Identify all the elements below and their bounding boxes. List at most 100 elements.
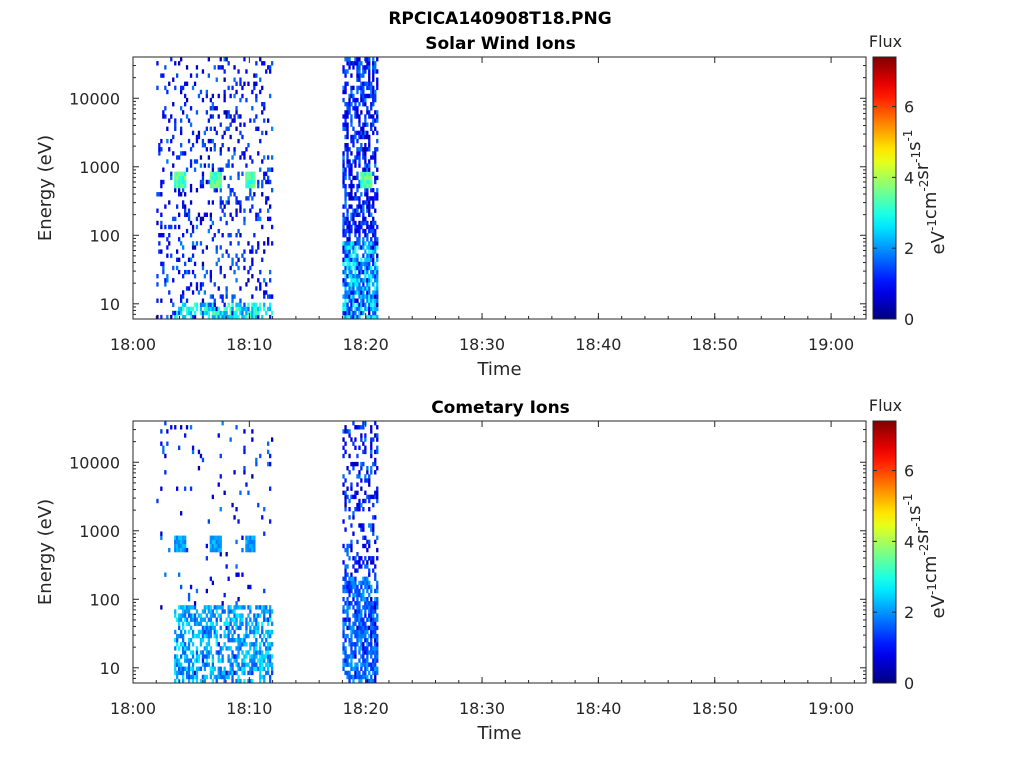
heatmap-cell — [182, 674, 185, 680]
heatmap-cell — [193, 617, 197, 622]
heatmap-cell — [215, 306, 218, 312]
heatmap-cell — [360, 617, 363, 622]
heatmap-cell — [211, 167, 214, 172]
heatmap-cell — [342, 588, 345, 594]
heatmap-cell — [237, 642, 240, 647]
heatmap-cell — [267, 294, 270, 299]
heatmap-cell — [193, 81, 197, 86]
heatmap-cell — [176, 73, 179, 78]
heatmap-cell — [251, 257, 254, 262]
heatmap-cell — [185, 65, 189, 70]
heatmap-cell — [374, 220, 377, 226]
heatmap-cell — [358, 445, 361, 450]
heatmap-cell — [178, 670, 181, 676]
heatmap-cell — [348, 678, 351, 684]
heatmap-cell — [215, 310, 218, 316]
heatmap-cell — [219, 543, 222, 549]
heatmap-cell — [372, 249, 375, 254]
heatmap-cell — [342, 97, 345, 103]
heatmap-cell — [217, 650, 220, 655]
heatmap-cell — [368, 138, 371, 144]
heatmap-cell — [205, 633, 208, 639]
heatmap-cell — [229, 662, 232, 667]
heatmap-cell — [180, 175, 183, 181]
heatmap-cell — [366, 605, 369, 610]
heatmap-cell — [231, 261, 234, 267]
heatmap-cell — [348, 507, 351, 512]
heatmap-cell — [201, 179, 205, 185]
heatmap-cell — [352, 441, 355, 446]
heatmap-cell — [184, 617, 187, 622]
heatmap-cell — [247, 547, 250, 553]
heatmap-cell — [372, 613, 375, 618]
heatmap-cell — [233, 609, 236, 614]
heatmap-cell — [350, 163, 353, 168]
heatmap-cell — [247, 196, 250, 201]
x-tick-label: 18:30 — [459, 699, 505, 718]
heatmap-cell — [241, 650, 244, 655]
heatmap-cell — [253, 310, 256, 316]
heatmap-cell — [350, 114, 353, 119]
heatmap-cell — [219, 474, 222, 479]
heatmap-cell — [376, 286, 379, 291]
heatmap-cell — [368, 204, 371, 209]
heatmap-cell — [197, 654, 201, 659]
heatmap-cell — [180, 179, 183, 185]
heatmap-cell — [257, 183, 260, 189]
heatmap-cell — [368, 175, 371, 181]
heatmap-cell — [372, 670, 375, 676]
heatmap-cell — [346, 658, 349, 663]
heatmap-cell — [259, 633, 262, 639]
heatmap-cell — [182, 650, 185, 655]
heatmap-cell — [366, 588, 369, 594]
heatmap-cell — [344, 588, 347, 594]
heatmap-cell — [213, 314, 216, 320]
heatmap-cell — [360, 97, 363, 103]
heatmap-cell — [176, 249, 179, 254]
heatmap-cell — [344, 216, 347, 222]
heatmap-cell — [187, 674, 191, 680]
heatmap-cell — [370, 245, 373, 250]
heatmap-cell — [199, 89, 203, 95]
heatmap-cell — [195, 188, 199, 193]
heatmap-cell — [348, 470, 351, 475]
heatmap-cell — [189, 310, 193, 316]
x-tick-label: 18:40 — [575, 699, 621, 718]
heatmap-cell — [271, 294, 274, 299]
heatmap-cell — [352, 93, 355, 99]
heatmap-cell — [247, 539, 250, 545]
heatmap-cell — [364, 216, 367, 222]
heatmap-cell — [350, 650, 353, 655]
heatmap-cell — [213, 543, 216, 549]
heatmap-cell — [374, 278, 377, 283]
heatmap-cell — [374, 457, 377, 463]
heatmap-cell — [199, 638, 203, 643]
heatmap-cell — [184, 171, 187, 176]
heatmap-cell — [249, 310, 252, 316]
heatmap-cell — [160, 486, 163, 491]
heatmap-cell — [354, 642, 357, 647]
heatmap-cell — [178, 547, 181, 553]
heatmap-cell — [372, 253, 375, 258]
heatmap-cell — [237, 257, 240, 262]
heatmap-cell — [372, 531, 375, 536]
heatmap-cell — [362, 282, 365, 287]
heatmap-cell — [342, 257, 345, 262]
heatmap-cell — [225, 163, 228, 168]
heatmap-cell — [249, 265, 252, 271]
heatmap-cell — [227, 200, 230, 205]
heatmap-cell — [229, 670, 232, 676]
heatmap-cell — [364, 155, 367, 160]
heatmap-cell — [239, 286, 242, 291]
heatmap-cell — [350, 196, 353, 201]
heatmap-cell — [160, 138, 163, 144]
heatmap-cell — [185, 167, 189, 172]
heatmap-cell — [269, 69, 272, 74]
heatmap-cell — [251, 306, 254, 312]
heatmap-cell — [269, 65, 272, 70]
heatmap-cell — [174, 179, 177, 185]
heatmap-cell — [193, 605, 197, 610]
heatmap-cell — [233, 269, 236, 275]
heatmap-cell — [372, 523, 375, 528]
heatmap-cell — [229, 314, 232, 320]
